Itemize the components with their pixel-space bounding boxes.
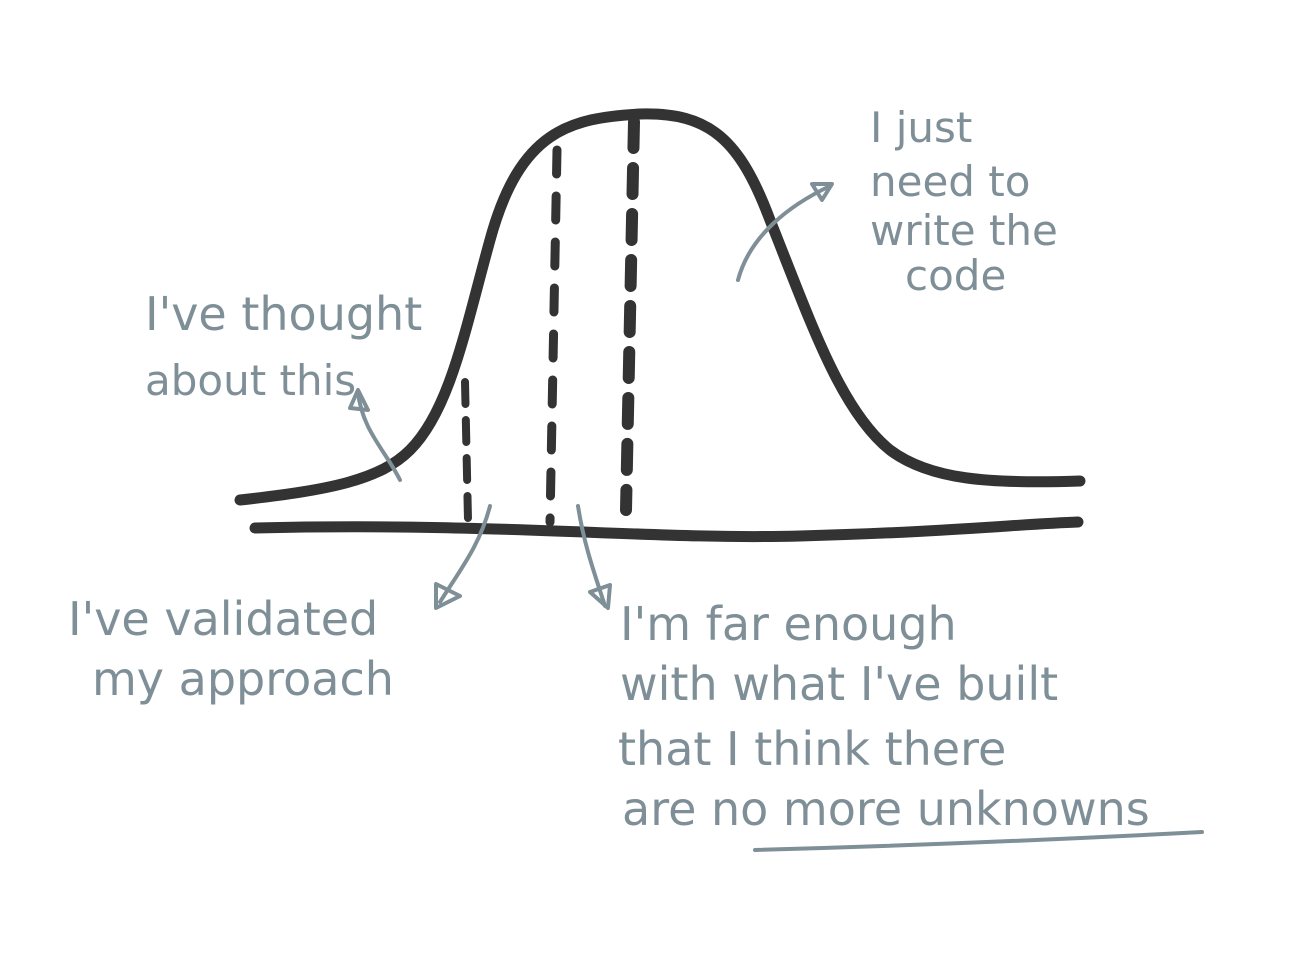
annotation-line: need to (870, 157, 1030, 206)
arrow (576, 504, 607, 608)
arrow-head (810, 182, 834, 202)
annotation-line: I'm far enough (620, 597, 957, 651)
annotation-line: code (905, 251, 1006, 300)
baseline (249, 516, 1084, 543)
arrow-head (588, 583, 612, 610)
arrow (356, 390, 402, 482)
annotation-line: I've thought (145, 287, 422, 341)
arrow (438, 504, 492, 604)
arrow-head (434, 582, 462, 610)
annotation-line: that I think there (618, 722, 1006, 776)
dashed-marker (545, 145, 562, 527)
annotation-line: are no more unknowns (622, 782, 1150, 836)
annotation-line: write the (870, 206, 1058, 255)
arrow-head (348, 388, 370, 412)
annotation-line: I've validated (68, 592, 378, 646)
annotation-line: with what I've built (620, 657, 1058, 711)
annotation-line: my approach (92, 652, 394, 706)
underline (753, 830, 1204, 852)
dashed-marker (620, 116, 640, 516)
annotation-line: about this (145, 356, 356, 405)
annotation-line: I just (870, 103, 972, 152)
dashed-marker (461, 378, 472, 524)
hill-curve (234, 108, 1086, 506)
